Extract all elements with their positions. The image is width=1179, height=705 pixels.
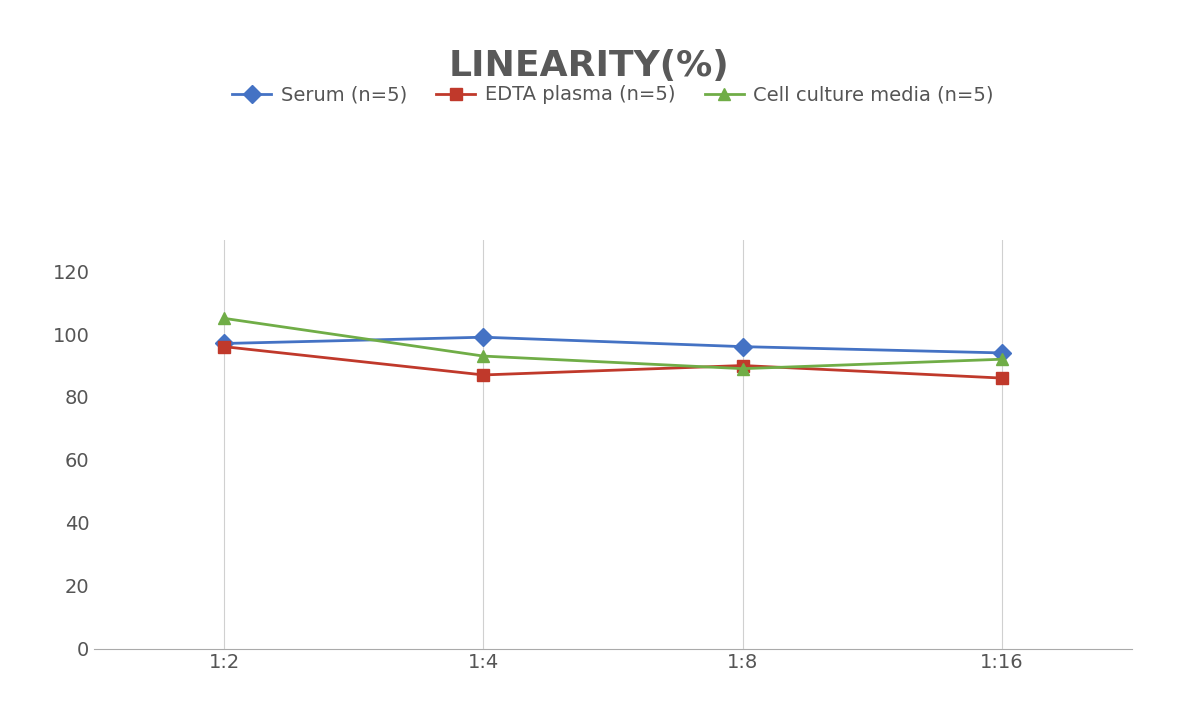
Legend: Serum (n=5), EDTA plasma (n=5), Cell culture media (n=5): Serum (n=5), EDTA plasma (n=5), Cell cul… [224, 78, 1002, 112]
Text: LINEARITY(%): LINEARITY(%) [449, 49, 730, 83]
